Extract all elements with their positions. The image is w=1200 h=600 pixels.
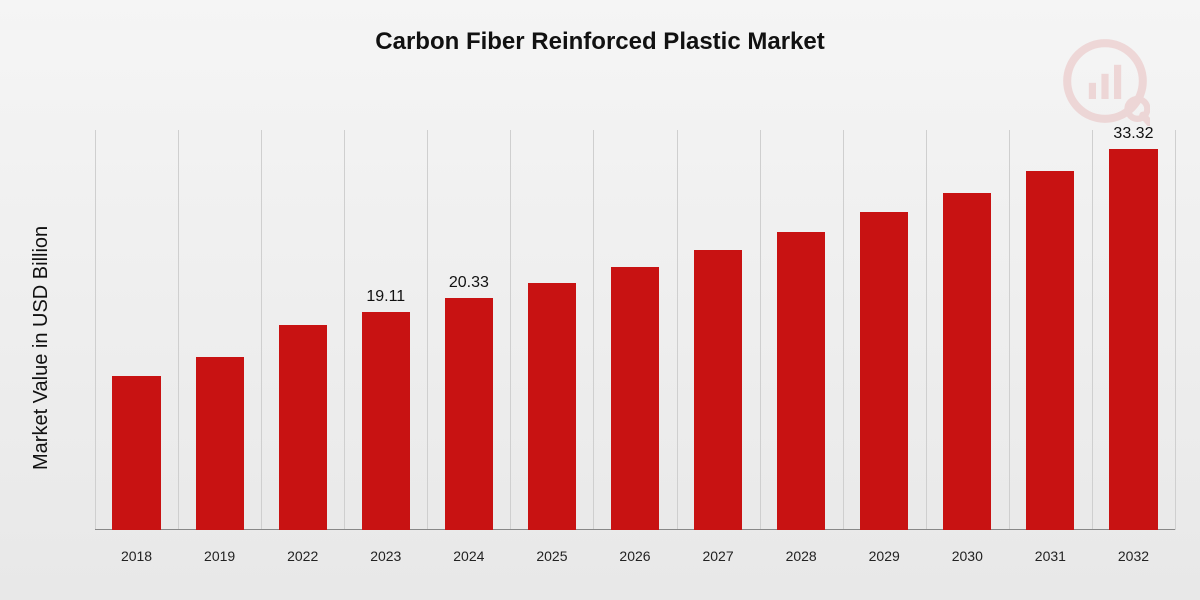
x-axis-tick-label: 2028	[786, 548, 817, 564]
gridline	[926, 130, 927, 530]
gridline	[95, 130, 96, 530]
gridline	[178, 130, 179, 530]
bar	[943, 193, 991, 530]
x-axis-tick-label: 2030	[952, 548, 983, 564]
chart-area: 20182019202219.11202320.3320242025202620…	[95, 130, 1175, 530]
x-axis-tick-label: 2023	[370, 548, 401, 564]
x-axis-tick-label: 2024	[453, 548, 484, 564]
bar	[694, 250, 742, 530]
x-axis-tick-label: 2031	[1035, 548, 1066, 564]
x-axis-tick-label: 2025	[536, 548, 567, 564]
bar	[528, 283, 576, 530]
gridline	[261, 130, 262, 530]
x-axis-tick-label: 2026	[619, 548, 650, 564]
gridline	[677, 130, 678, 530]
bar	[196, 357, 244, 530]
bar-value-label: 19.11	[366, 288, 405, 306]
gridline	[760, 130, 761, 530]
bar	[611, 267, 659, 530]
x-axis-tick-label: 2019	[204, 548, 235, 564]
bar	[112, 376, 160, 530]
x-axis-tick-label: 2032	[1118, 548, 1149, 564]
x-axis-tick-label: 2018	[121, 548, 152, 564]
bar	[860, 212, 908, 530]
bar	[1026, 171, 1074, 530]
bar	[777, 232, 825, 530]
bar	[445, 298, 493, 530]
bar-value-label: 20.33	[449, 274, 489, 292]
gridline	[1092, 130, 1093, 530]
y-axis-label: Market Value in USD Billion	[30, 226, 53, 470]
x-axis-tick-label: 2027	[702, 548, 733, 564]
gridline	[843, 130, 844, 530]
gridline	[344, 130, 345, 530]
bar	[279, 325, 327, 530]
chart-title: Carbon Fiber Reinforced Plastic Market	[375, 28, 824, 56]
x-axis-tick-label: 2022	[287, 548, 318, 564]
bar-value-label: 33.32	[1113, 125, 1153, 143]
bar	[362, 312, 410, 530]
x-axis-tick-label: 2029	[869, 548, 900, 564]
watermark-logo-icon	[1060, 36, 1150, 126]
gridline	[510, 130, 511, 530]
gridline	[593, 130, 594, 530]
gridline	[1175, 130, 1176, 530]
gridline	[427, 130, 428, 530]
gridline	[1009, 130, 1010, 530]
bar	[1109, 149, 1157, 530]
